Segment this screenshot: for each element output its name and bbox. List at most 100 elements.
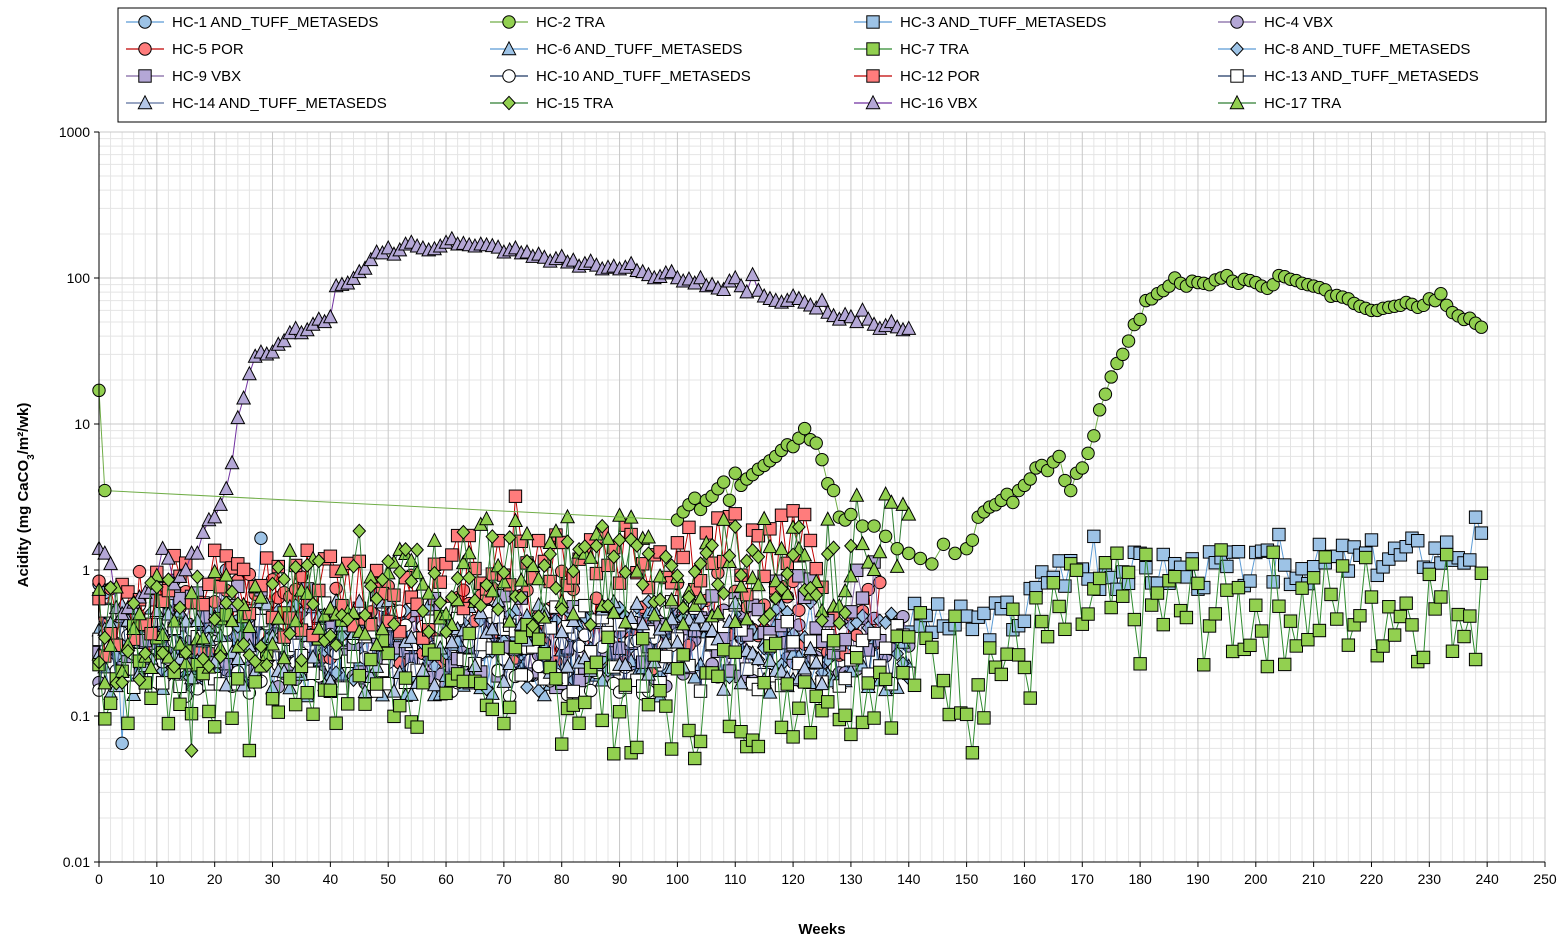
data-point-hc-14 xyxy=(444,633,460,649)
data-point-hc-3 xyxy=(1335,538,1350,553)
data-point-hc-15 xyxy=(433,595,448,611)
data-point-hc-2 xyxy=(1133,312,1147,327)
data-point-hc-3 xyxy=(1411,534,1425,548)
data-point-hc-7 xyxy=(1121,565,1136,580)
data-point-hc-15 xyxy=(190,569,205,585)
data-point-hc-17 xyxy=(872,543,888,559)
data-point-hc-14 xyxy=(386,683,402,698)
data-point-hc-15 xyxy=(473,598,488,614)
data-point-hc-3 xyxy=(1272,527,1286,542)
data-point-hc-16 xyxy=(218,480,234,495)
data-point-hc-7 xyxy=(1168,569,1182,584)
data-point-hc-15 xyxy=(606,549,621,565)
data-point-hc-9 xyxy=(838,632,852,647)
data-point-hc-16 xyxy=(727,269,743,285)
data-point-hc-8 xyxy=(878,615,893,631)
data-point-hc-17 xyxy=(866,561,882,576)
data-point-hc-15 xyxy=(97,630,112,646)
data-point-hc-7 xyxy=(1035,614,1049,629)
x-tick-label: 30 xyxy=(265,871,281,887)
data-point-hc-7 xyxy=(329,716,343,730)
data-point-hc-7 xyxy=(439,686,453,701)
data-point-hc-7 xyxy=(1208,607,1223,621)
data-point-hc-15 xyxy=(525,618,540,634)
data-point-hc-16 xyxy=(155,540,171,555)
data-point-hc-15 xyxy=(398,541,413,557)
data-point-hc-17 xyxy=(299,585,315,600)
data-point-hc-15 xyxy=(618,564,633,580)
data-point-hc-13 xyxy=(786,635,800,649)
data-point-hc-15 xyxy=(583,617,598,633)
data-point-hc-16 xyxy=(745,266,761,282)
data-point-hc-15 xyxy=(265,576,280,592)
data-point-hc-7 xyxy=(780,677,794,691)
data-point-hc-17 xyxy=(282,542,298,557)
data-point-hc-2 xyxy=(965,533,980,547)
data-point-hc-16 xyxy=(189,545,205,560)
data-point-hc-7 xyxy=(676,648,690,662)
data-point-hc-8 xyxy=(855,608,870,624)
x-tick-label: 140 xyxy=(897,871,921,887)
data-point-hc-7 xyxy=(306,707,320,721)
data-point-hc-7 xyxy=(959,707,974,722)
data-point-hc-7 xyxy=(566,698,580,712)
data-point-hc-14 xyxy=(230,650,246,666)
data-point-hc-7 xyxy=(1445,644,1460,658)
legend-item: HC-4 VBX xyxy=(1218,14,1333,31)
data-point-hc-12 xyxy=(531,533,546,548)
legend-item: HC-13 AND_TUFF_METASEDS xyxy=(1218,68,1479,85)
legend-label: HC-1 AND_TUFF_METASEDS xyxy=(172,14,378,31)
legend-item: HC-14 AND_TUFF_METASEDS xyxy=(126,94,387,112)
data-point-hc-7 xyxy=(844,727,858,742)
data-point-hc-15 xyxy=(595,518,610,534)
data-point-hc-7 xyxy=(1029,591,1043,605)
data-point-hc-15 xyxy=(751,549,766,565)
data-point-hc-2 xyxy=(890,541,904,556)
legend-marker xyxy=(138,15,152,29)
x-tick-label: 150 xyxy=(955,871,979,887)
data-point-hc-3 xyxy=(977,606,991,621)
data-point-hc-12 xyxy=(236,562,251,577)
data-point-hc-7 xyxy=(502,700,517,715)
data-point-hc-7 xyxy=(474,676,488,691)
data-point-hc-7 xyxy=(121,716,135,731)
data-point-hc-15 xyxy=(566,563,581,579)
data-point-hc-7 xyxy=(341,697,355,711)
data-point-hc-7 xyxy=(1011,648,1026,662)
data-point-hc-15 xyxy=(271,559,286,575)
data-point-hc-14 xyxy=(750,650,766,666)
data-point-hc-15 xyxy=(456,524,471,540)
data-point-hc-9 xyxy=(705,589,719,603)
data-point-hc-13 xyxy=(254,613,268,628)
data-point-hc-2 xyxy=(867,519,881,533)
data-point-hc-17 xyxy=(496,573,512,589)
legend-marker xyxy=(502,95,516,111)
data-point-hc-15 xyxy=(705,537,719,553)
data-point-hc-17 xyxy=(733,578,749,593)
x-tick-label: 220 xyxy=(1360,871,1384,887)
data-point-hc-7 xyxy=(283,671,297,686)
y-tick-label: 0.1 xyxy=(71,708,91,724)
data-point-hc-2 xyxy=(1058,473,1072,488)
data-point-hc-15 xyxy=(786,547,800,563)
data-point-hc-15 xyxy=(826,540,841,556)
data-point-hc-3 xyxy=(1052,554,1066,568)
data-point-hc-7 xyxy=(630,740,644,755)
data-point-hc-17 xyxy=(374,620,390,636)
data-point-hc-14 xyxy=(797,660,813,675)
legend-item: HC-9 VBX xyxy=(126,68,241,85)
data-point-hc-15 xyxy=(225,584,239,600)
data-point-hc-17 xyxy=(745,569,761,585)
data-point-hc-15 xyxy=(635,577,650,592)
legend-label: HC-7 TRA xyxy=(900,41,969,58)
data-point-hc-17 xyxy=(409,564,425,580)
data-point-hc-16 xyxy=(808,300,824,315)
data-point-hc-2 xyxy=(1104,370,1118,384)
data-point-hc-7 xyxy=(774,720,789,735)
data-point-hc-16 xyxy=(357,260,373,275)
data-point-hc-14 xyxy=(704,622,720,638)
data-point-hc-7 xyxy=(549,672,563,686)
legend: HC-1 AND_TUFF_METASEDS HC-2 TRA HC-3 AND_T… xyxy=(117,7,1547,123)
data-point-hc-7 xyxy=(1272,599,1286,613)
